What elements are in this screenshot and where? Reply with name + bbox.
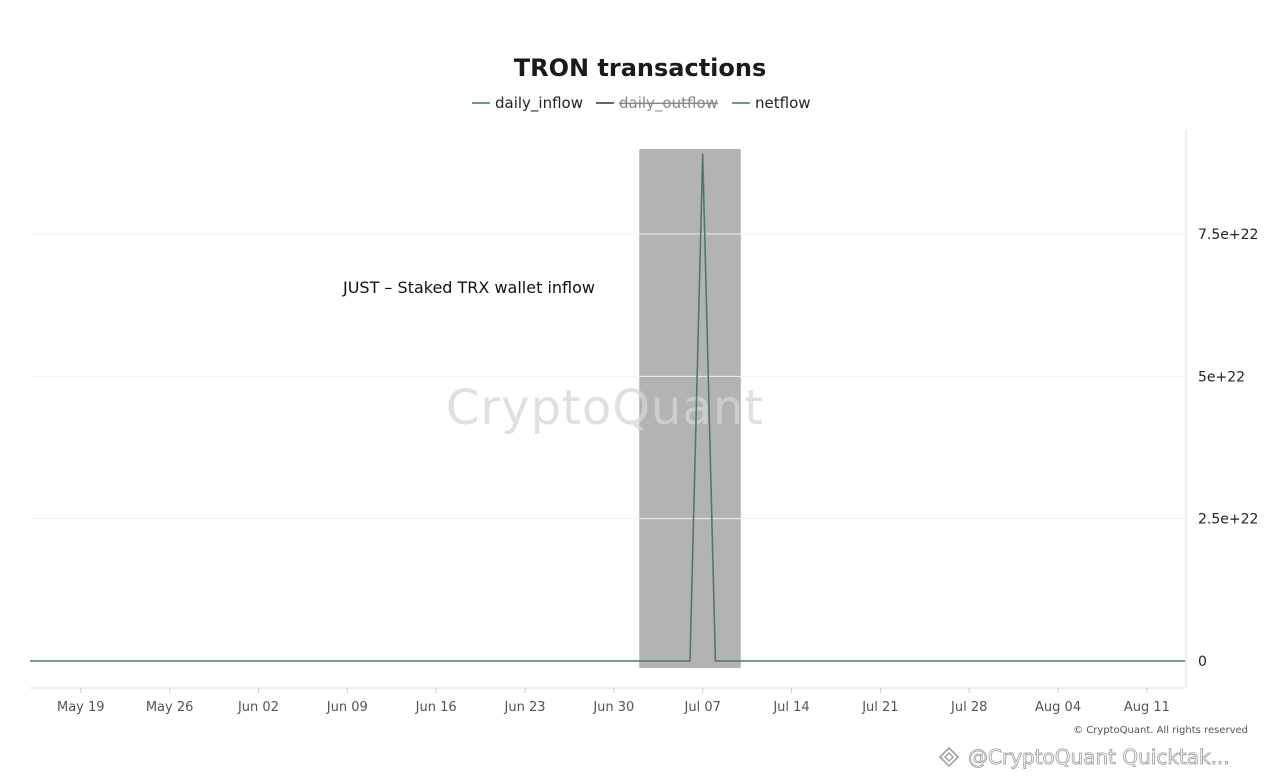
annotation-label: JUST – Staked TRX wallet inflow [342, 278, 595, 297]
legend-item-daily_inflow[interactable]: daily_inflow [472, 94, 583, 113]
x-tick-label: Aug 04 [1035, 700, 1081, 715]
legend-label: daily_inflow [495, 94, 583, 113]
x-tick-label: Aug 11 [1124, 700, 1170, 715]
series-line-netflow [30, 153, 1185, 662]
gridlines [30, 233, 1185, 520]
x-tick-label: Jun 23 [504, 700, 546, 715]
x-tick-label: Jun 30 [592, 700, 634, 715]
legend[interactable]: daily_inflow daily_outflow netflow [472, 94, 811, 113]
y-axis-ticks: 0 2.5e+22 5e+22 7.5e+22 [1198, 227, 1258, 670]
highlight-rect [639, 149, 741, 668]
x-tick-label: Jul 21 [861, 700, 898, 715]
y-tick-label: 7.5e+22 [1198, 227, 1258, 243]
x-tick-label: Jun 16 [415, 700, 457, 715]
watermark-text: CryptoQuant [446, 380, 764, 436]
y-tick-label: 0 [1198, 654, 1207, 670]
x-tick-label: Jun 02 [237, 700, 279, 715]
x-tick-label: May 19 [57, 700, 105, 715]
legend-label: daily_outflow [619, 94, 718, 113]
y-tick-label: 5e+22 [1198, 369, 1245, 385]
source-tag-text: @CryptoQuant Quicktak... [968, 745, 1230, 769]
legend-item-netflow[interactable]: netflow [732, 94, 811, 112]
legend-label: netflow [755, 94, 811, 112]
y-tick-label: 2.5e+22 [1198, 512, 1258, 528]
x-tick-label: Jun 09 [326, 700, 368, 715]
axes [30, 130, 1187, 689]
source-tag: @CryptoQuant Quicktak... [938, 745, 1230, 769]
chart-title: TRON transactions [514, 54, 767, 82]
x-tick-label: Jul 14 [772, 700, 809, 715]
legend-item-daily_outflow[interactable]: daily_outflow [596, 94, 718, 113]
x-tick-label: Jul 07 [684, 700, 721, 715]
x-tick-label: Jul 28 [950, 700, 987, 715]
highlight-band [639, 149, 741, 668]
series [30, 153, 1185, 662]
copyright-text: © CryptoQuant. All rights reserved [1073, 725, 1248, 736]
brand-logo-icon [938, 746, 960, 768]
x-tick-label: May 26 [146, 700, 194, 715]
x-axis-ticks: May 19 May 26 Jun 02 Jun 09 Jun 16 Jun 23 Jun … [57, 688, 1170, 715]
